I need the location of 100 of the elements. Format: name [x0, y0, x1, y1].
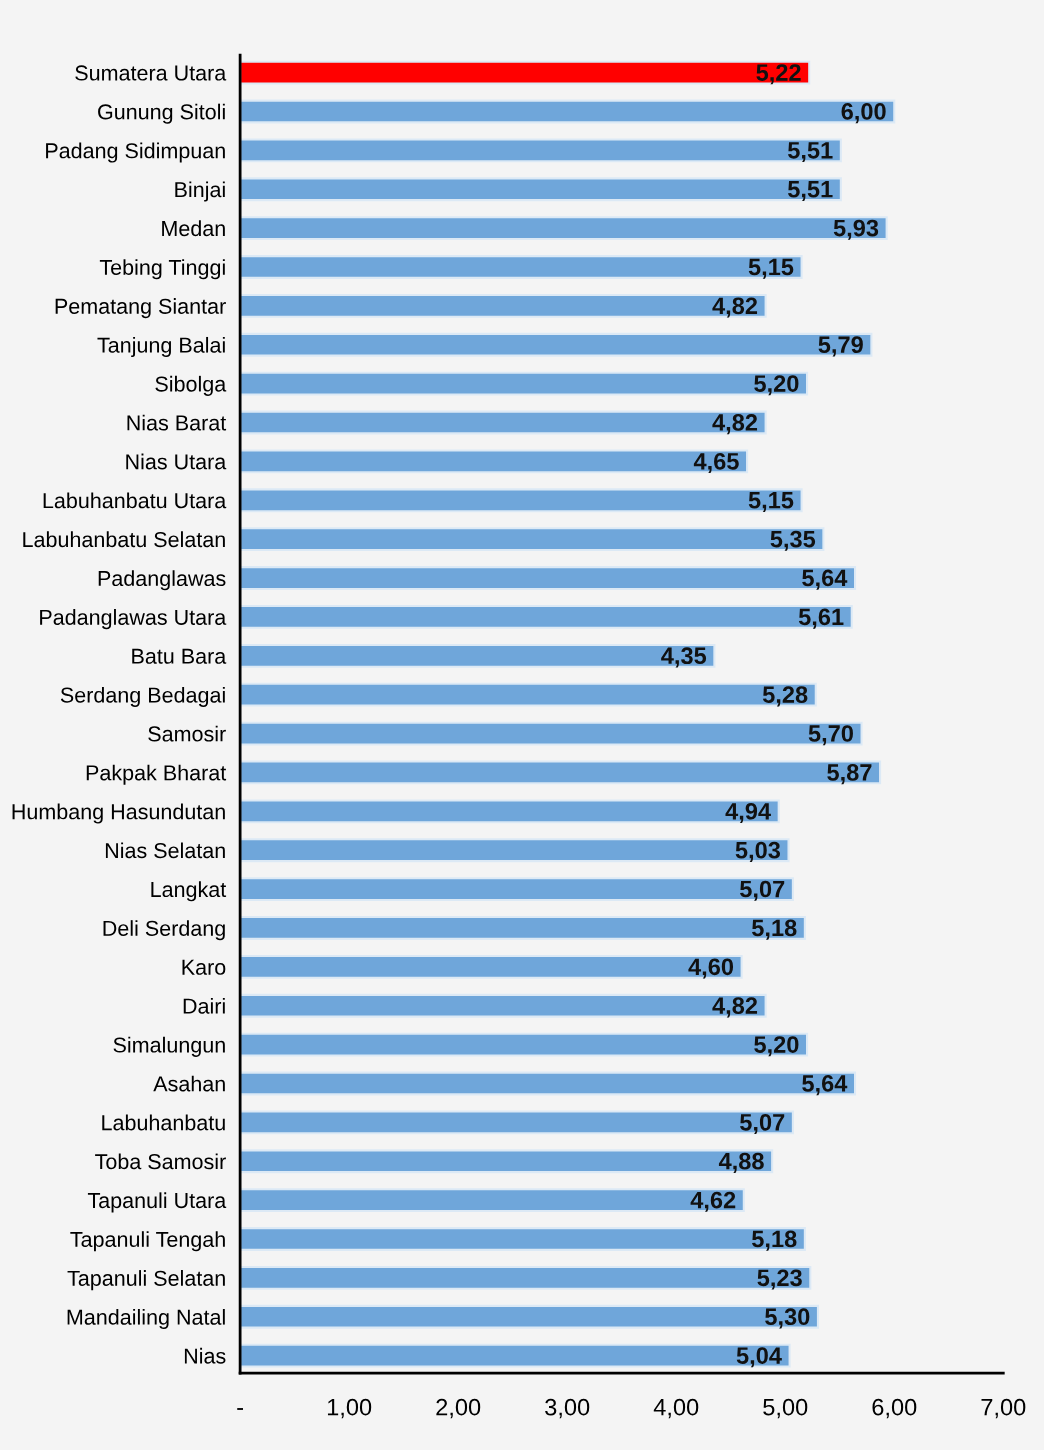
bar [240, 799, 780, 824]
bar [240, 527, 825, 552]
data-label: 5,15 [748, 258, 794, 279]
y-tick-label: Deli Serdang [103, 920, 225, 941]
bar [240, 682, 817, 707]
data-label: 5,20 [754, 1036, 799, 1057]
data-label: 5,64 [802, 569, 848, 590]
data-label: 5,20 [754, 375, 799, 396]
x-tick-label: 2,00 [436, 1398, 481, 1419]
data-label: 4,82 [712, 997, 758, 1018]
bar [240, 1227, 806, 1251]
y-tick-label: Nias Barat [127, 414, 227, 431]
bar [240, 838, 790, 863]
y-tick-label: Nias Utara [126, 453, 227, 470]
data-label: 5,70 [808, 725, 853, 746]
y-tick-label: Pematang Siantar [55, 298, 226, 319]
data-label: 4,62 [690, 1191, 736, 1212]
data-label: 5,18 [752, 919, 797, 940]
data-label: 4,65 [693, 452, 739, 474]
y-tick-label: Labuhanbatu Selatan [23, 531, 225, 548]
data-label: 5,28 [762, 686, 808, 707]
y-tick-label: Mandailing Natal [67, 1308, 225, 1330]
data-label: 4,88 [718, 1152, 764, 1173]
y-tick-label: Padanglawas Utara [40, 609, 227, 630]
y-tick-label: Tanjung Balai [97, 336, 225, 358]
bar [240, 371, 809, 396]
bar [240, 877, 794, 902]
bar [240, 99, 896, 124]
bar [240, 993, 767, 1018]
data-label: 5,64 [802, 1075, 848, 1096]
y-tick-label: Dairi [183, 997, 225, 1014]
y-tick-label: Binjai [175, 181, 225, 202]
data-label: 4,82 [712, 297, 758, 318]
data-label: 4,94 [725, 802, 771, 824]
bar [240, 1265, 812, 1290]
x-tick-label: 7,00 [981, 1398, 1026, 1419]
bar [240, 1304, 819, 1329]
bar [240, 293, 767, 318]
y-tick-label: Batu Bara [132, 648, 227, 664]
y-tick-label: Sumatera Utara [75, 65, 227, 81]
bar [240, 1188, 745, 1213]
bar [240, 1110, 794, 1135]
x-tick-label: 4,00 [653, 1398, 699, 1419]
y-tick-label: Nias [184, 1347, 226, 1364]
x-tick-label: 3,00 [545, 1398, 590, 1419]
data-label: 5,07 [740, 880, 785, 901]
bar [240, 60, 811, 85]
bar [240, 177, 842, 202]
bar [240, 916, 806, 940]
data-label: 5,93 [833, 219, 879, 240]
x-tick-label: 6,00 [872, 1398, 917, 1419]
x-tick-label: - [237, 1408, 243, 1410]
bar [240, 216, 888, 241]
y-tick-label: Karo [182, 959, 226, 975]
bar [240, 332, 873, 357]
y-tick-label: Labuhanbatu Utara [43, 492, 227, 509]
data-label: 6,00 [841, 103, 886, 124]
y-tick-label: Langkat [151, 881, 227, 902]
y-tick-label: Simalungun [113, 1036, 225, 1057]
data-label: 5,51 [787, 181, 833, 201]
bar [240, 1071, 857, 1096]
bar [240, 954, 743, 979]
data-label: 5,04 [736, 1347, 782, 1368]
y-tick-label: Gunung Sitoli [98, 103, 225, 124]
bar [240, 449, 749, 474]
x-tick-label: 5,00 [763, 1398, 808, 1419]
data-label: 5,30 [765, 1308, 810, 1329]
bar [240, 138, 842, 163]
data-label: 4,82 [712, 414, 758, 435]
y-tick-label: Tapanuli Tengah [70, 1231, 225, 1252]
y-tick-label: Medan [162, 220, 225, 237]
y-tick-label: Asahan [153, 1075, 225, 1092]
data-label: 5,03 [735, 841, 781, 862]
bar [240, 410, 767, 435]
bar [240, 721, 863, 746]
bar [240, 1032, 809, 1057]
data-label: 5,22 [756, 64, 801, 85]
data-label: 5,87 [827, 764, 872, 785]
bar [240, 1149, 774, 1174]
y-tick-label: Padang Sidimpuan [46, 142, 225, 163]
bar [240, 760, 882, 785]
data-label: 5,07 [740, 1113, 785, 1135]
y-tick-label: Nias Selatan [105, 842, 225, 859]
data-label: 5,51 [787, 142, 833, 163]
y-tick-label: Pakpak Bharat [86, 764, 227, 785]
bar [240, 566, 857, 590]
data-label: 5,61 [798, 608, 844, 629]
y-tick-label: Toba Samosir [95, 1153, 226, 1170]
y-tick-label: Labuhanbatu [102, 1114, 225, 1131]
bar [240, 605, 853, 629]
data-label: 5,35 [770, 530, 816, 551]
y-tick-label: Tebing Tinggi [99, 259, 225, 280]
data-label: 5,15 [748, 492, 794, 512]
bar [240, 1343, 791, 1368]
y-tick-label: Padanglawas [98, 570, 226, 591]
y-tick-label: Sibolga [155, 375, 227, 396]
data-label: 5,23 [757, 1269, 802, 1290]
data-label: 4,60 [688, 958, 734, 979]
y-tick-label: Serdang Bedagai [60, 686, 225, 707]
y-tick-label: Tapanuli Selatan [67, 1270, 225, 1291]
